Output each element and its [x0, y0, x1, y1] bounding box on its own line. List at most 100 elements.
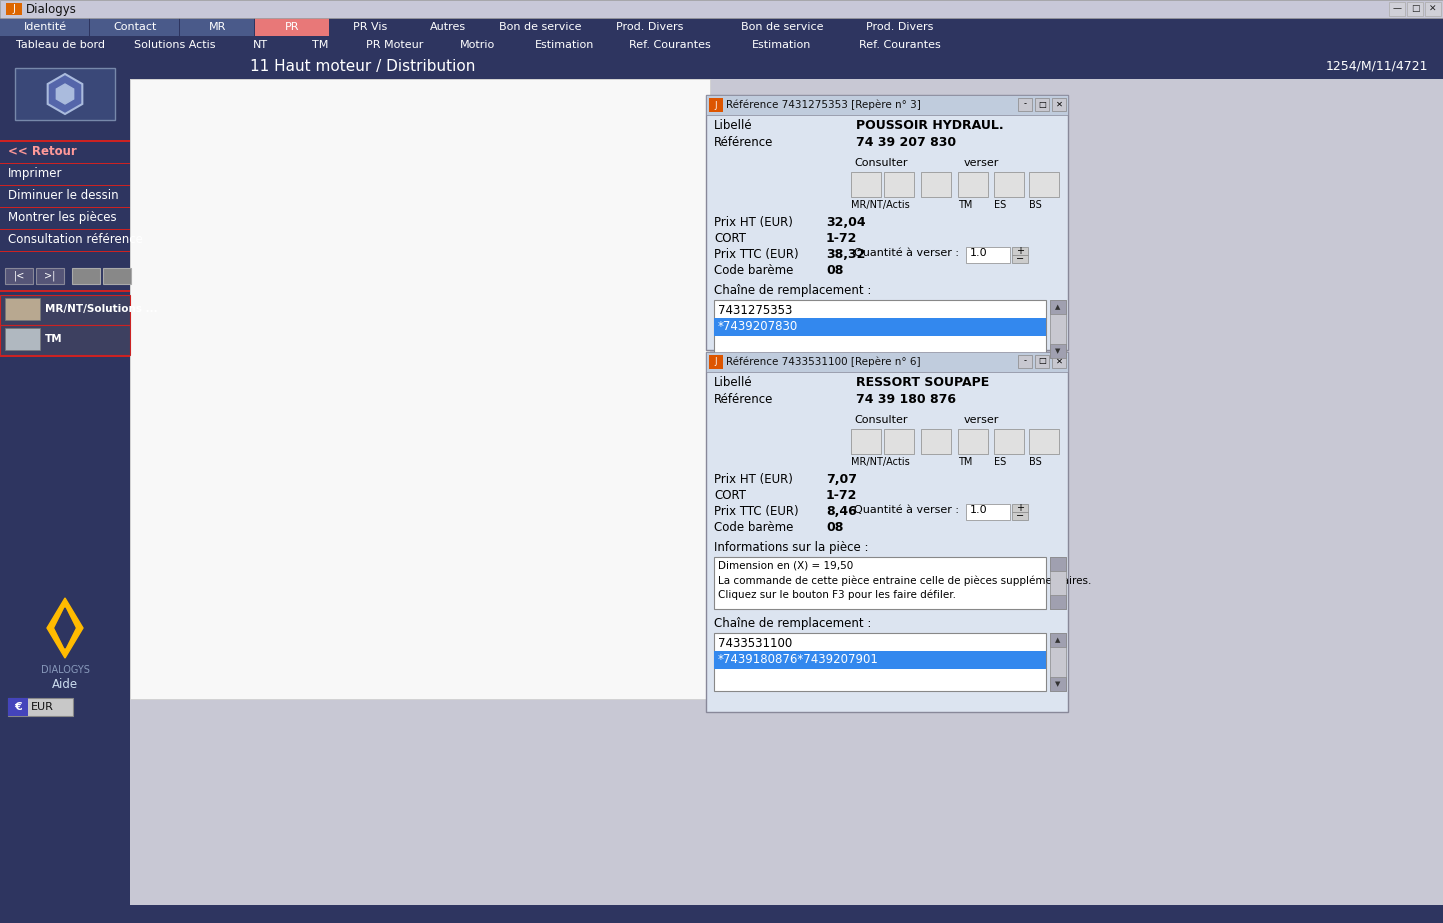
Text: ✕: ✕	[1055, 100, 1062, 109]
Bar	[1012, 512, 1027, 520]
Text: MR: MR	[209, 22, 227, 32]
Bar	[851, 172, 882, 197]
Text: 1.0: 1.0	[970, 505, 987, 515]
Bar	[0, 207, 130, 208]
Text: *7439180876*7439207901: *7439180876*7439207901	[719, 653, 879, 666]
Text: PR Vis: PR Vis	[354, 22, 387, 32]
Bar	[994, 429, 1025, 454]
Text: << Retour: << Retour	[9, 145, 76, 158]
Bar	[1051, 557, 1066, 571]
Bar	[1035, 98, 1049, 111]
Text: Dimension en (X) = 19,50: Dimension en (X) = 19,50	[719, 561, 853, 571]
Bar	[965, 247, 1010, 263]
Text: >|: >|	[45, 270, 56, 282]
Text: Prix TTC (EUR): Prix TTC (EUR)	[714, 505, 798, 518]
Bar	[1051, 344, 1066, 358]
Text: 08: 08	[825, 521, 843, 534]
Text: Bon de service: Bon de service	[499, 22, 582, 32]
Bar	[1052, 98, 1066, 111]
Text: □: □	[1038, 356, 1046, 366]
Text: 74 39 207 830: 74 39 207 830	[856, 136, 957, 149]
Text: □: □	[1411, 5, 1420, 14]
Bar	[714, 633, 1046, 691]
Bar	[706, 95, 1068, 115]
Text: NT: NT	[253, 40, 267, 50]
Text: verser: verser	[964, 415, 1000, 425]
Bar	[709, 355, 723, 369]
Bar	[1012, 255, 1027, 263]
Polygon shape	[48, 598, 84, 658]
Text: Prod. Divers: Prod. Divers	[616, 22, 684, 32]
Text: J: J	[714, 357, 717, 366]
Text: Identité: Identité	[23, 22, 66, 32]
Text: 7,07: 7,07	[825, 473, 857, 486]
Bar	[1051, 300, 1066, 314]
Text: Libellé: Libellé	[714, 119, 753, 132]
Text: 11 Haut moteur / Distribution: 11 Haut moteur / Distribution	[250, 58, 475, 74]
Text: Chaîne de remplacement :: Chaîne de remplacement :	[714, 284, 872, 297]
Bar	[0, 251, 130, 252]
Text: ✕: ✕	[1055, 356, 1062, 366]
Bar	[1017, 355, 1032, 368]
Text: Libellé: Libellé	[714, 376, 753, 389]
Bar	[130, 54, 1443, 79]
Text: Référence 7433531100 [Repère n° 6]: Référence 7433531100 [Repère n° 6]	[726, 357, 921, 367]
Bar	[255, 18, 329, 36]
Bar	[0, 163, 130, 164]
Text: Référence: Référence	[714, 393, 773, 406]
Bar	[1051, 677, 1066, 691]
Bar	[885, 429, 913, 454]
Text: Prod. Divers: Prod. Divers	[866, 22, 934, 32]
Text: ▲: ▲	[1055, 304, 1061, 310]
Text: *7439207830: *7439207830	[719, 320, 798, 333]
Bar	[1426, 2, 1442, 16]
Bar	[485, 18, 595, 36]
Bar	[709, 98, 723, 112]
Text: -: -	[1023, 356, 1026, 366]
Text: Imprimer: Imprimer	[9, 167, 62, 180]
Bar	[4, 328, 40, 350]
Bar	[1012, 247, 1027, 255]
Text: Estimation: Estimation	[535, 40, 595, 50]
Bar	[0, 295, 130, 325]
Bar	[1407, 2, 1423, 16]
Text: -: -	[1023, 100, 1026, 109]
Bar	[36, 268, 63, 284]
Text: 7431275353: 7431275353	[719, 304, 792, 317]
Text: POUSSOIR HYDRAUL.: POUSSOIR HYDRAUL.	[856, 119, 1004, 132]
Text: Code barème: Code barème	[714, 521, 794, 534]
Text: +: +	[1016, 246, 1025, 256]
Text: Chaîne de remplacement :: Chaîne de remplacement :	[714, 617, 872, 630]
Bar	[330, 18, 408, 36]
Text: TM: TM	[958, 200, 973, 210]
Bar	[14, 590, 115, 670]
Text: Tableau de bord: Tableau de bord	[16, 40, 104, 50]
Text: CORT: CORT	[714, 232, 746, 245]
Text: MR/NT/Actis: MR/NT/Actis	[851, 200, 909, 210]
Bar	[1012, 504, 1027, 512]
Text: BS: BS	[1029, 457, 1042, 467]
Bar	[706, 95, 1068, 350]
Text: ES: ES	[994, 457, 1006, 467]
Text: Informations sur la pièce :: Informations sur la pièce :	[714, 541, 869, 554]
Bar	[714, 651, 1046, 669]
Text: 74 39 180 876: 74 39 180 876	[856, 393, 957, 406]
Bar	[1029, 429, 1059, 454]
Bar	[0, 54, 130, 923]
Polygon shape	[48, 74, 82, 114]
Bar	[1051, 595, 1066, 609]
Text: +: +	[1016, 503, 1025, 513]
Text: Ref. Courantes: Ref. Courantes	[859, 40, 941, 50]
Bar	[0, 0, 1443, 18]
Bar	[1390, 2, 1405, 16]
Text: Prix HT (EUR): Prix HT (EUR)	[714, 473, 792, 486]
Text: Quantité à verser :: Quantité à verser :	[854, 248, 960, 258]
Bar	[0, 325, 130, 355]
Text: MR/NT/Solutions ...: MR/NT/Solutions ...	[45, 304, 157, 314]
Bar	[0, 229, 130, 230]
Text: Autres: Autres	[430, 22, 466, 32]
Text: 1.0: 1.0	[970, 248, 987, 258]
Text: ES: ES	[994, 200, 1006, 210]
Text: ▼: ▼	[1055, 681, 1061, 687]
Bar	[89, 18, 179, 36]
